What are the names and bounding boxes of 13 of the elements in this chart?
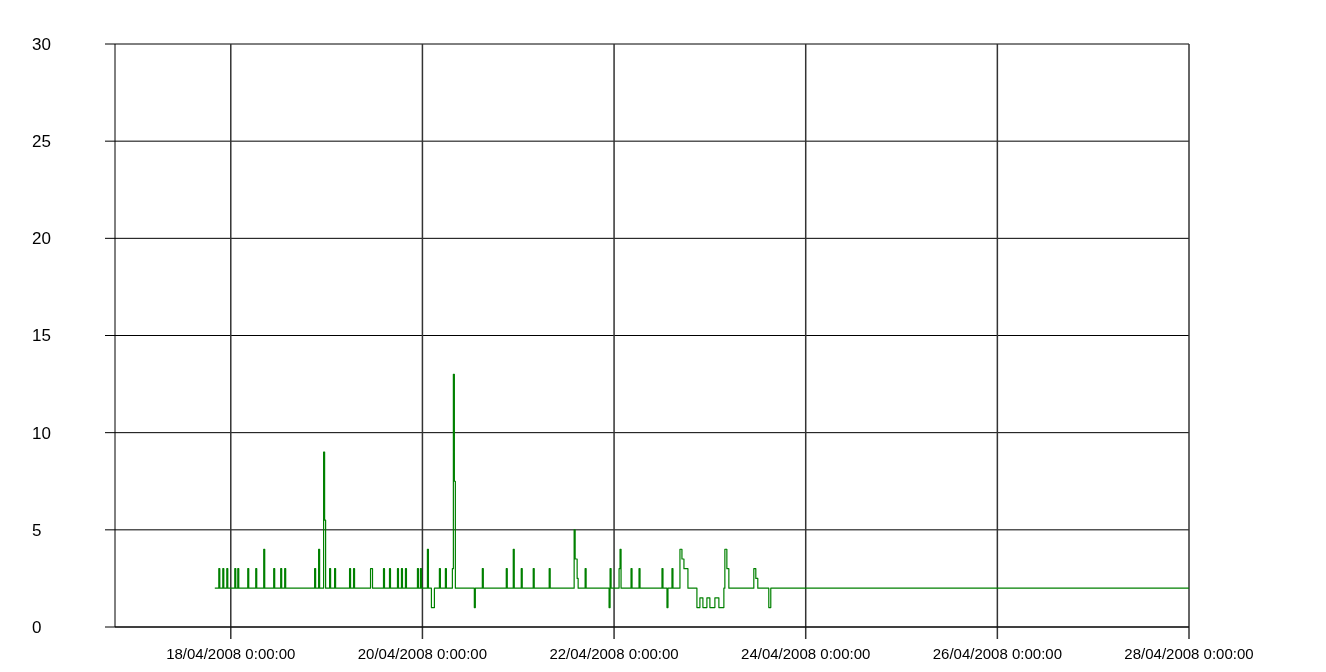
x-tick-label: 24/04/2008 0:00:00	[741, 645, 871, 662]
y-tick-label: 30	[32, 34, 51, 54]
x-tick-label: 22/04/2008 0:00:00	[549, 645, 679, 662]
y-tick-label: 20	[32, 229, 51, 249]
x-tick-label: 18/04/2008 0:00:00	[166, 645, 296, 662]
y-tick-label: 0	[32, 617, 42, 637]
y-tick-label: 5	[32, 520, 42, 540]
y-tick-label: 25	[32, 132, 51, 152]
x-tick-label: 26/04/2008 0:00:00	[932, 645, 1063, 662]
y-tick-label: 15	[32, 326, 51, 346]
x-tick-label: 20/04/2008 0:00:00	[357, 645, 488, 662]
x-tick-label: 28/04/2008 0:00:00	[1124, 645, 1254, 662]
y-tick-label: 10	[32, 423, 51, 443]
